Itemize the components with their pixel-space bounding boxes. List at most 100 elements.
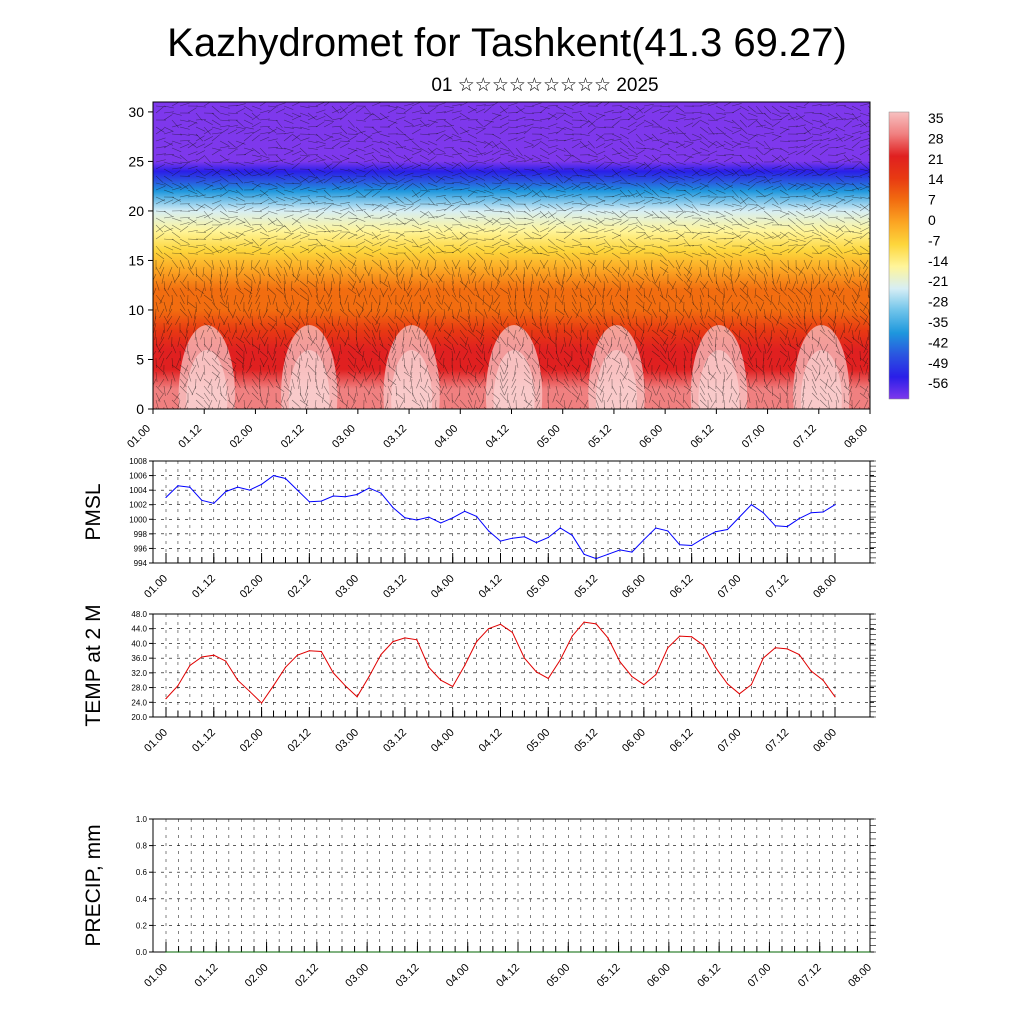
wind-barb (283, 126, 294, 129)
wind-barb (523, 329, 528, 340)
wind-barb (328, 287, 333, 298)
wind-barb (707, 329, 713, 340)
wind-barb (451, 133, 462, 139)
wind-barb (558, 315, 565, 325)
wind-barb (523, 273, 525, 284)
wind-barb (539, 308, 542, 319)
wind-barb (251, 228, 262, 233)
wind-barb (483, 229, 494, 233)
wind-barb (506, 357, 509, 368)
wind-barb (179, 133, 190, 136)
wind-barb (355, 126, 364, 135)
wind-barb (451, 172, 462, 177)
wind-barb (331, 132, 342, 135)
wind-barb (863, 259, 869, 269)
wind-barb (171, 186, 182, 191)
wind-barb (295, 336, 301, 347)
wind-barb (488, 343, 493, 354)
wind-barb (643, 137, 654, 142)
wind-barb (179, 252, 188, 260)
wind-barb (611, 220, 622, 226)
data-point (228, 951, 230, 953)
wind-barb (187, 195, 198, 198)
wind-barb (280, 336, 285, 347)
wind-barb (217, 399, 221, 409)
page-subtitle: 01 ☆☆☆☆☆☆☆☆☆ 2025 (431, 75, 658, 96)
wind-barb (843, 133, 854, 138)
wind-barb (843, 249, 854, 254)
wind-barb (307, 243, 318, 247)
wind-barb (243, 126, 254, 130)
wind-barb (336, 329, 341, 340)
wind-barb (675, 175, 686, 181)
wind-barb (171, 224, 181, 231)
x-tick-label: 02.12 (293, 962, 321, 990)
wind-barb (595, 336, 603, 346)
wind-barb (371, 147, 381, 154)
wind-barb (379, 112, 389, 120)
data-point (571, 635, 573, 637)
wind-barb (547, 150, 557, 156)
wind-barb (832, 322, 837, 333)
data-point (165, 698, 167, 700)
wind-barb (371, 203, 382, 207)
wind-barb (649, 392, 653, 403)
wind-barb (371, 140, 382, 144)
wind-barb (227, 196, 238, 201)
wind-barb (523, 182, 531, 191)
wind-barb (219, 259, 225, 269)
wind-barb (155, 280, 160, 291)
wind-barb (371, 102, 382, 107)
data-point (215, 951, 217, 953)
wind-barb (635, 107, 645, 114)
wind-barb (851, 112, 859, 121)
x-tick-label: 03.12 (394, 962, 422, 990)
wind-barb (731, 301, 733, 312)
data-point (595, 623, 597, 625)
wind-barb (435, 167, 446, 170)
wind-barb (203, 280, 206, 291)
wind-barb (259, 322, 267, 331)
wind-barb (699, 371, 707, 380)
wind-barb (217, 343, 221, 354)
wind-barb (810, 301, 813, 312)
wind-barb (768, 336, 773, 347)
wind-barb (811, 206, 822, 212)
wind-barb (803, 259, 808, 270)
wind-barb (659, 140, 670, 146)
wind-barb (467, 315, 471, 326)
wind-barb (167, 266, 173, 277)
wind-barb (835, 185, 846, 191)
wind-barb (563, 252, 571, 261)
wind-barb (435, 186, 446, 191)
wind-barb (819, 266, 827, 276)
wind-barb (806, 322, 813, 332)
wind-barb (432, 329, 437, 340)
heatmap-x-tick-label: 02.12 (279, 423, 307, 451)
wind-barb (579, 119, 590, 123)
wind-barb (411, 238, 419, 247)
data-point (440, 522, 442, 524)
data-point (819, 951, 821, 953)
wind-barb (779, 212, 789, 219)
wind-barb (643, 273, 651, 282)
wind-barb (747, 385, 757, 392)
wind-barb (187, 357, 195, 367)
wind-barb (363, 152, 374, 156)
wind-barb (611, 171, 621, 177)
wind-barb (579, 205, 589, 212)
wind-barb (745, 315, 749, 326)
data-point (404, 517, 406, 519)
wind-barb (763, 399, 769, 409)
y-tick-label: 28.0 (131, 684, 147, 693)
wind-barb (507, 171, 517, 177)
wind-barb (203, 322, 213, 330)
wind-barb (819, 210, 829, 217)
wind-barb (675, 294, 683, 303)
wind-barb (771, 301, 778, 311)
wind-barb (491, 294, 494, 305)
wind-barb (275, 208, 286, 212)
wind-barb (483, 141, 492, 149)
wind-barb (793, 378, 797, 389)
